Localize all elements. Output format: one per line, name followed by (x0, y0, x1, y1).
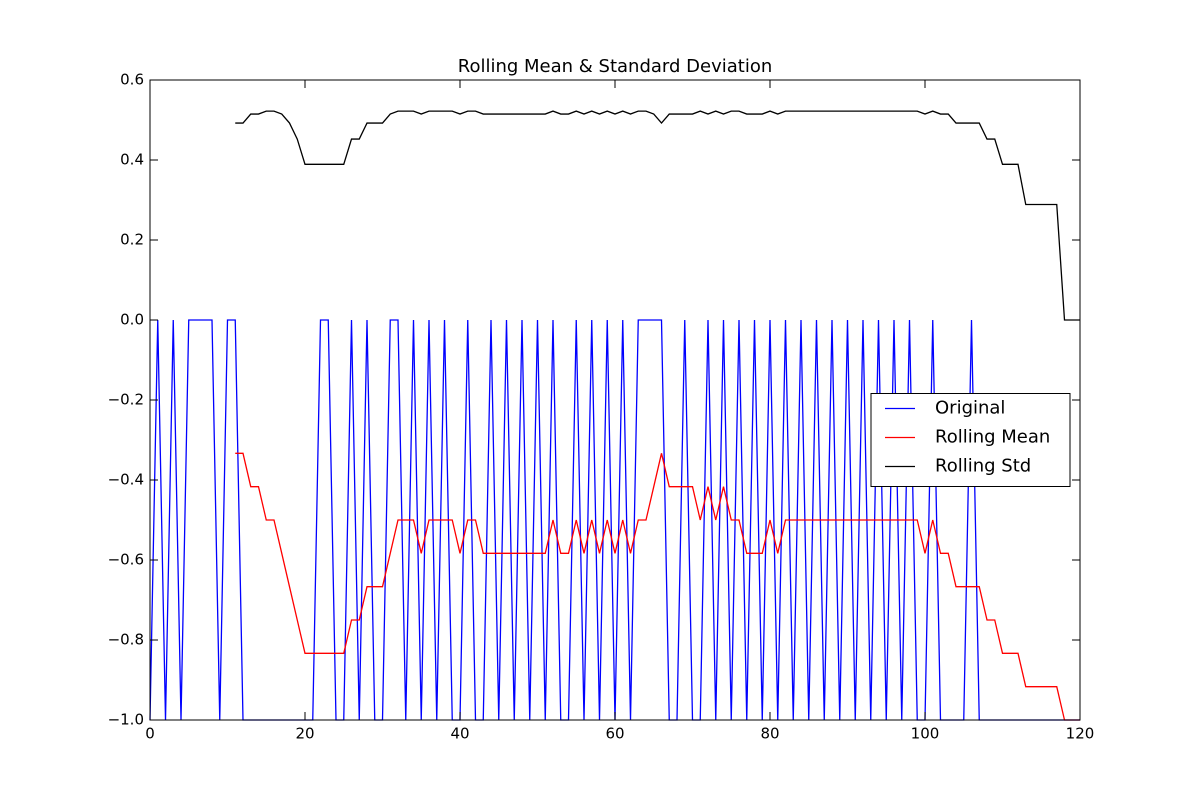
y-tick-label: 0.6 (120, 71, 144, 89)
chart-title: Rolling Mean & Standard Deviation (458, 56, 773, 77)
x-tick-label: 60 (605, 725, 624, 743)
data-line (235, 452, 1080, 721)
y-tick-label: 0.2 (120, 231, 144, 249)
y-tick-label: −1.0 (108, 711, 144, 729)
legend-label: Original (935, 398, 1005, 419)
legend: Original Rolling Mean Rolling Std (870, 393, 1071, 487)
y-tick-label: −0.6 (108, 551, 144, 569)
x-tick-label: 0 (145, 725, 155, 743)
x-tick-label: 40 (450, 725, 469, 743)
x-tick-label: 80 (760, 725, 779, 743)
y-tick-label: −0.2 (108, 391, 144, 409)
legend-label: Rolling Mean (935, 427, 1050, 448)
y-tick-label: 0.0 (120, 311, 144, 329)
y-tick-label: 0.4 (120, 151, 144, 169)
legend-label: Rolling Std (935, 456, 1031, 477)
y-tick-label: −0.8 (108, 631, 144, 649)
data-line (235, 110, 1080, 321)
x-tick-label: 20 (295, 725, 314, 743)
x-tick-label: 120 (1066, 725, 1095, 743)
y-tick-label: −0.4 (108, 471, 144, 489)
x-tick-label: 100 (911, 725, 940, 743)
